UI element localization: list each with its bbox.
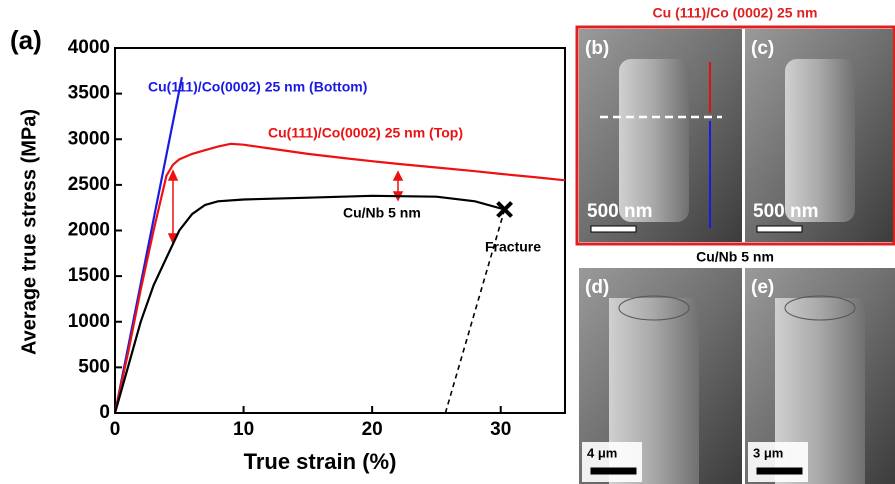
scale-label: 4 μm — [587, 445, 617, 460]
x-tick-label: 0 — [110, 419, 121, 440]
scale-bar — [591, 468, 636, 474]
y-tick-label: 0 — [99, 402, 110, 423]
panel-label: (a) — [10, 25, 42, 55]
series-label: Cu(111)/Co(0002) 25 nm (Top) — [268, 125, 463, 141]
image-title: Cu/Nb 5 nm — [696, 249, 774, 265]
y-tick-label: 2500 — [68, 174, 110, 195]
y-tick-label: 3500 — [68, 83, 110, 104]
x-axis-label: True strain (%) — [244, 449, 397, 474]
pillar — [619, 59, 689, 222]
scale-bar — [757, 468, 802, 474]
series-label: Cu/Nb 5 nm — [343, 205, 421, 221]
y-tick-label: 4000 — [68, 37, 110, 58]
panel-label: (b) — [585, 38, 609, 59]
x-tick-label: 20 — [362, 419, 383, 440]
panel-label: (d) — [585, 277, 609, 298]
y-tick-label: 500 — [78, 356, 110, 377]
y-tick-label: 3000 — [68, 128, 110, 149]
panel-label: (e) — [751, 277, 774, 298]
fracture-marker — [498, 203, 512, 217]
series-line — [445, 210, 504, 414]
scale-bar — [591, 226, 636, 232]
scale-label: 500 nm — [753, 201, 818, 222]
x-tick-label: 10 — [233, 419, 254, 440]
series-line — [115, 144, 565, 413]
sem-images: Cu (111)/Co (0002) 25 nm Cu/Nb 5 nm (b) 5… — [577, 5, 895, 484]
pillar — [785, 59, 855, 222]
scale-bar — [757, 226, 802, 232]
figure: (a) True strain (%) Average true stress … — [0, 0, 895, 484]
plot-frame — [115, 48, 565, 413]
x-tick-label: 30 — [490, 419, 511, 440]
image-title: Cu (111)/Co (0002) 25 nm — [653, 5, 818, 21]
chart: (a) True strain (%) Average true stress … — [10, 25, 565, 474]
scale-label: 500 nm — [587, 201, 652, 222]
y-tick-label: 2000 — [68, 220, 110, 241]
y-tick-label: 1500 — [68, 265, 110, 286]
scale-label: 3 μm — [753, 445, 783, 460]
panel-label: (c) — [751, 38, 774, 59]
y-axis-label: Average true stress (MPa) — [18, 109, 40, 355]
y-tick-label: 1000 — [68, 311, 110, 332]
